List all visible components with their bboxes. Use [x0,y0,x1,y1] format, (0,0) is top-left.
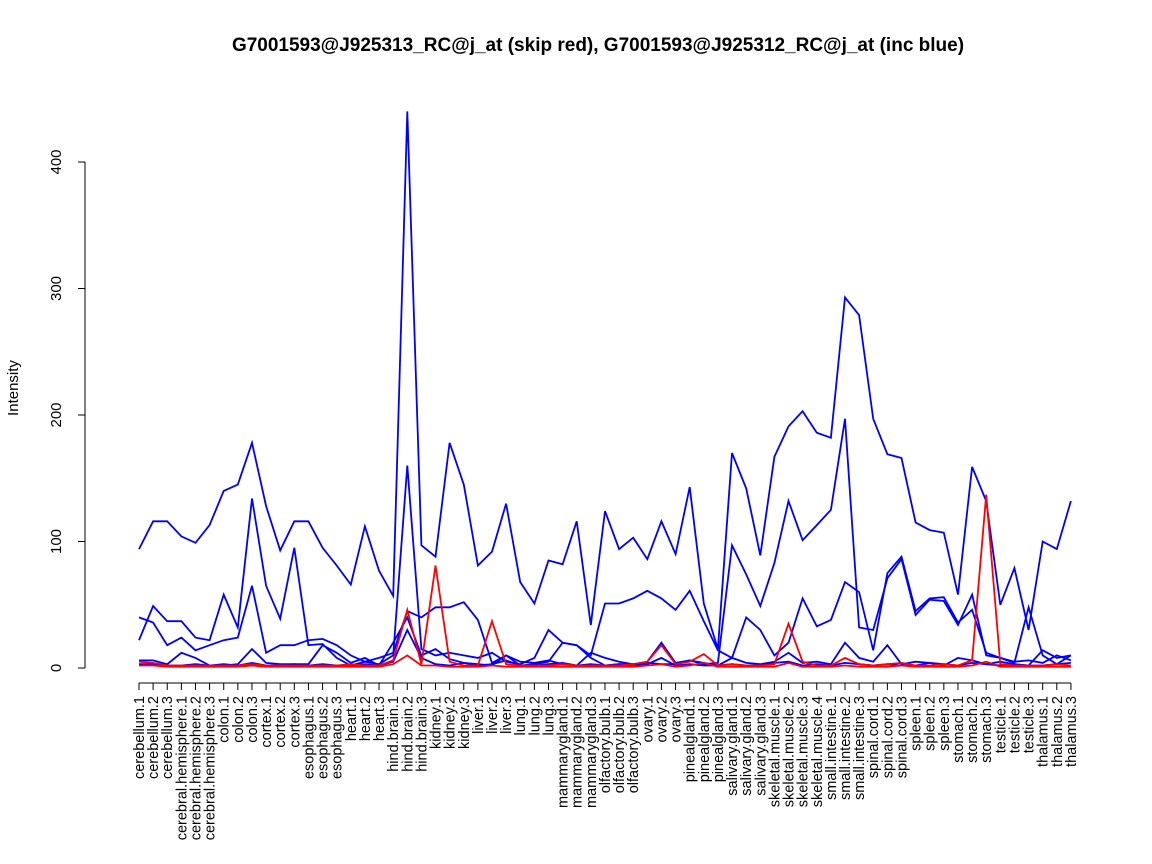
x-tick-label: testicle.1 [993,696,1009,753]
x-tick-label: hind.brain.1 [386,696,402,772]
x-tick-label: salivary.gland.1 [725,696,741,796]
x-tick-label: esophagus.1 [301,696,317,779]
x-tick-label: cerebral.hemisphere.2 [188,696,204,840]
x-tick-label: cerebral.hemisphere.3 [203,696,219,840]
x-tick-label: mammarygland.1 [556,696,572,808]
x-tick-label: olfactory.bulb.3 [626,696,642,793]
series-line-inc-probe-d [139,615,1072,667]
x-tick-label: hind.brain.3 [414,696,430,772]
x-tick-label: cerebellum.1 [132,696,148,779]
x-tick-label: thalamus.1 [1036,696,1052,767]
x-tick-label: spleen.1 [909,696,925,751]
x-tick-label: skeletal.muscle.2 [782,696,798,807]
x-tick-label: lung.1 [513,696,529,736]
x-tick-label: cortex.1 [259,696,275,748]
y-axis-label: Intensity [5,360,22,416]
x-tick-label: colon.1 [217,696,233,743]
x-axis: cerebellum.1cerebellum.2cerebellum.3cere… [132,682,1080,840]
x-tick-label: cerebral.hemisphere.1 [174,696,190,840]
series-line-inc-probe-c [138,554,1072,667]
x-tick-label: colon.2 [231,696,247,743]
series-line-inc-probe-e [139,627,1071,667]
x-tick-label: cortex.2 [273,696,289,748]
x-tick-label: stomach.3 [979,696,995,763]
x-tick-label: testicle.3 [1022,696,1038,753]
x-tick-label: thalamus.3 [1064,696,1080,767]
x-tick-label: esophagus.3 [330,696,346,779]
x-tick-label: small.intestine.2 [838,696,854,800]
x-tick-label: pinealgland.3 [711,696,727,782]
x-tick-label: kidney.2 [443,696,459,749]
series-lines [138,111,1072,668]
x-tick-label: pinealgland.2 [697,696,713,782]
x-tick-label: liver.2 [485,696,501,734]
x-tick-label: olfactory.bulb.2 [612,696,628,793]
x-tick-label: salivary.gland.2 [739,696,755,796]
x-tick-label: ovary.3 [669,696,685,742]
y-tick-label: 400 [48,149,65,174]
x-tick-label: lung.2 [527,696,543,736]
x-tick-label: spleen.3 [937,696,953,751]
x-tick-label: spinal.cord.2 [880,696,896,778]
series-line-inc-probe-a [138,111,1072,650]
x-tick-label: ovary.1 [640,696,656,742]
x-tick-label: stomach.2 [965,696,981,763]
x-tick-label: heart.2 [358,696,374,741]
x-tick-label: olfactory.bulb.1 [598,696,614,793]
y-axis: 0 100 200 300 400 [48,149,86,672]
x-tick-label: colon.3 [245,696,261,743]
y-tick-label: 0 [48,664,65,672]
x-tick-label: liver.3 [499,696,515,734]
x-tick-label: stomach.1 [951,696,967,763]
x-tick-label: ovary.2 [654,696,670,742]
x-tick-label: skeletal.muscle.1 [767,696,783,807]
x-tick-label: cerebellum.3 [160,696,176,779]
x-tick-label: lung.3 [541,696,557,736]
x-tick-label: hind.brain.2 [400,696,416,772]
x-tick-label: heart.1 [344,696,360,741]
series-line-skip-probe-b [139,654,1071,668]
x-tick-label: spinal.cord.1 [866,696,882,778]
x-tick-label: testicle.2 [1007,696,1023,753]
x-tick-label: kidney.1 [429,696,445,749]
x-tick-label: mammarygland.2 [570,696,586,808]
y-tick-label: 100 [48,529,65,554]
x-tick-label: spleen.2 [923,696,939,751]
x-tick-label: small.intestine.1 [824,696,840,800]
y-tick-label: 200 [48,402,65,427]
x-tick-label: kidney.3 [457,696,473,749]
x-tick-label: small.intestine.3 [852,696,868,800]
series-line-skip-probe-a [138,494,1071,667]
x-tick-label: spinal.cord.3 [894,696,910,778]
x-tick-label: mammarygland.3 [584,696,600,808]
x-tick-label: skeletal.muscle.4 [810,696,826,807]
x-tick-label: thalamus.2 [1050,696,1066,767]
x-tick-label: esophagus.2 [316,696,332,779]
x-tick-label: liver.1 [471,696,487,734]
y-tick-label: 300 [48,276,65,301]
series-line-inc-probe-b [138,418,1072,667]
x-tick-label: pinealgland.1 [683,696,699,782]
chart-title: G7001593@J925313_RC@j_at (skip red), G70… [232,35,964,56]
x-tick-label: cerebellum.2 [146,696,162,779]
x-tick-label: cortex.3 [287,696,303,748]
x-tick-label: heart.3 [372,696,388,741]
x-tick-label: salivary.gland.3 [753,696,769,796]
x-tick-label: skeletal.muscle.3 [796,696,812,807]
